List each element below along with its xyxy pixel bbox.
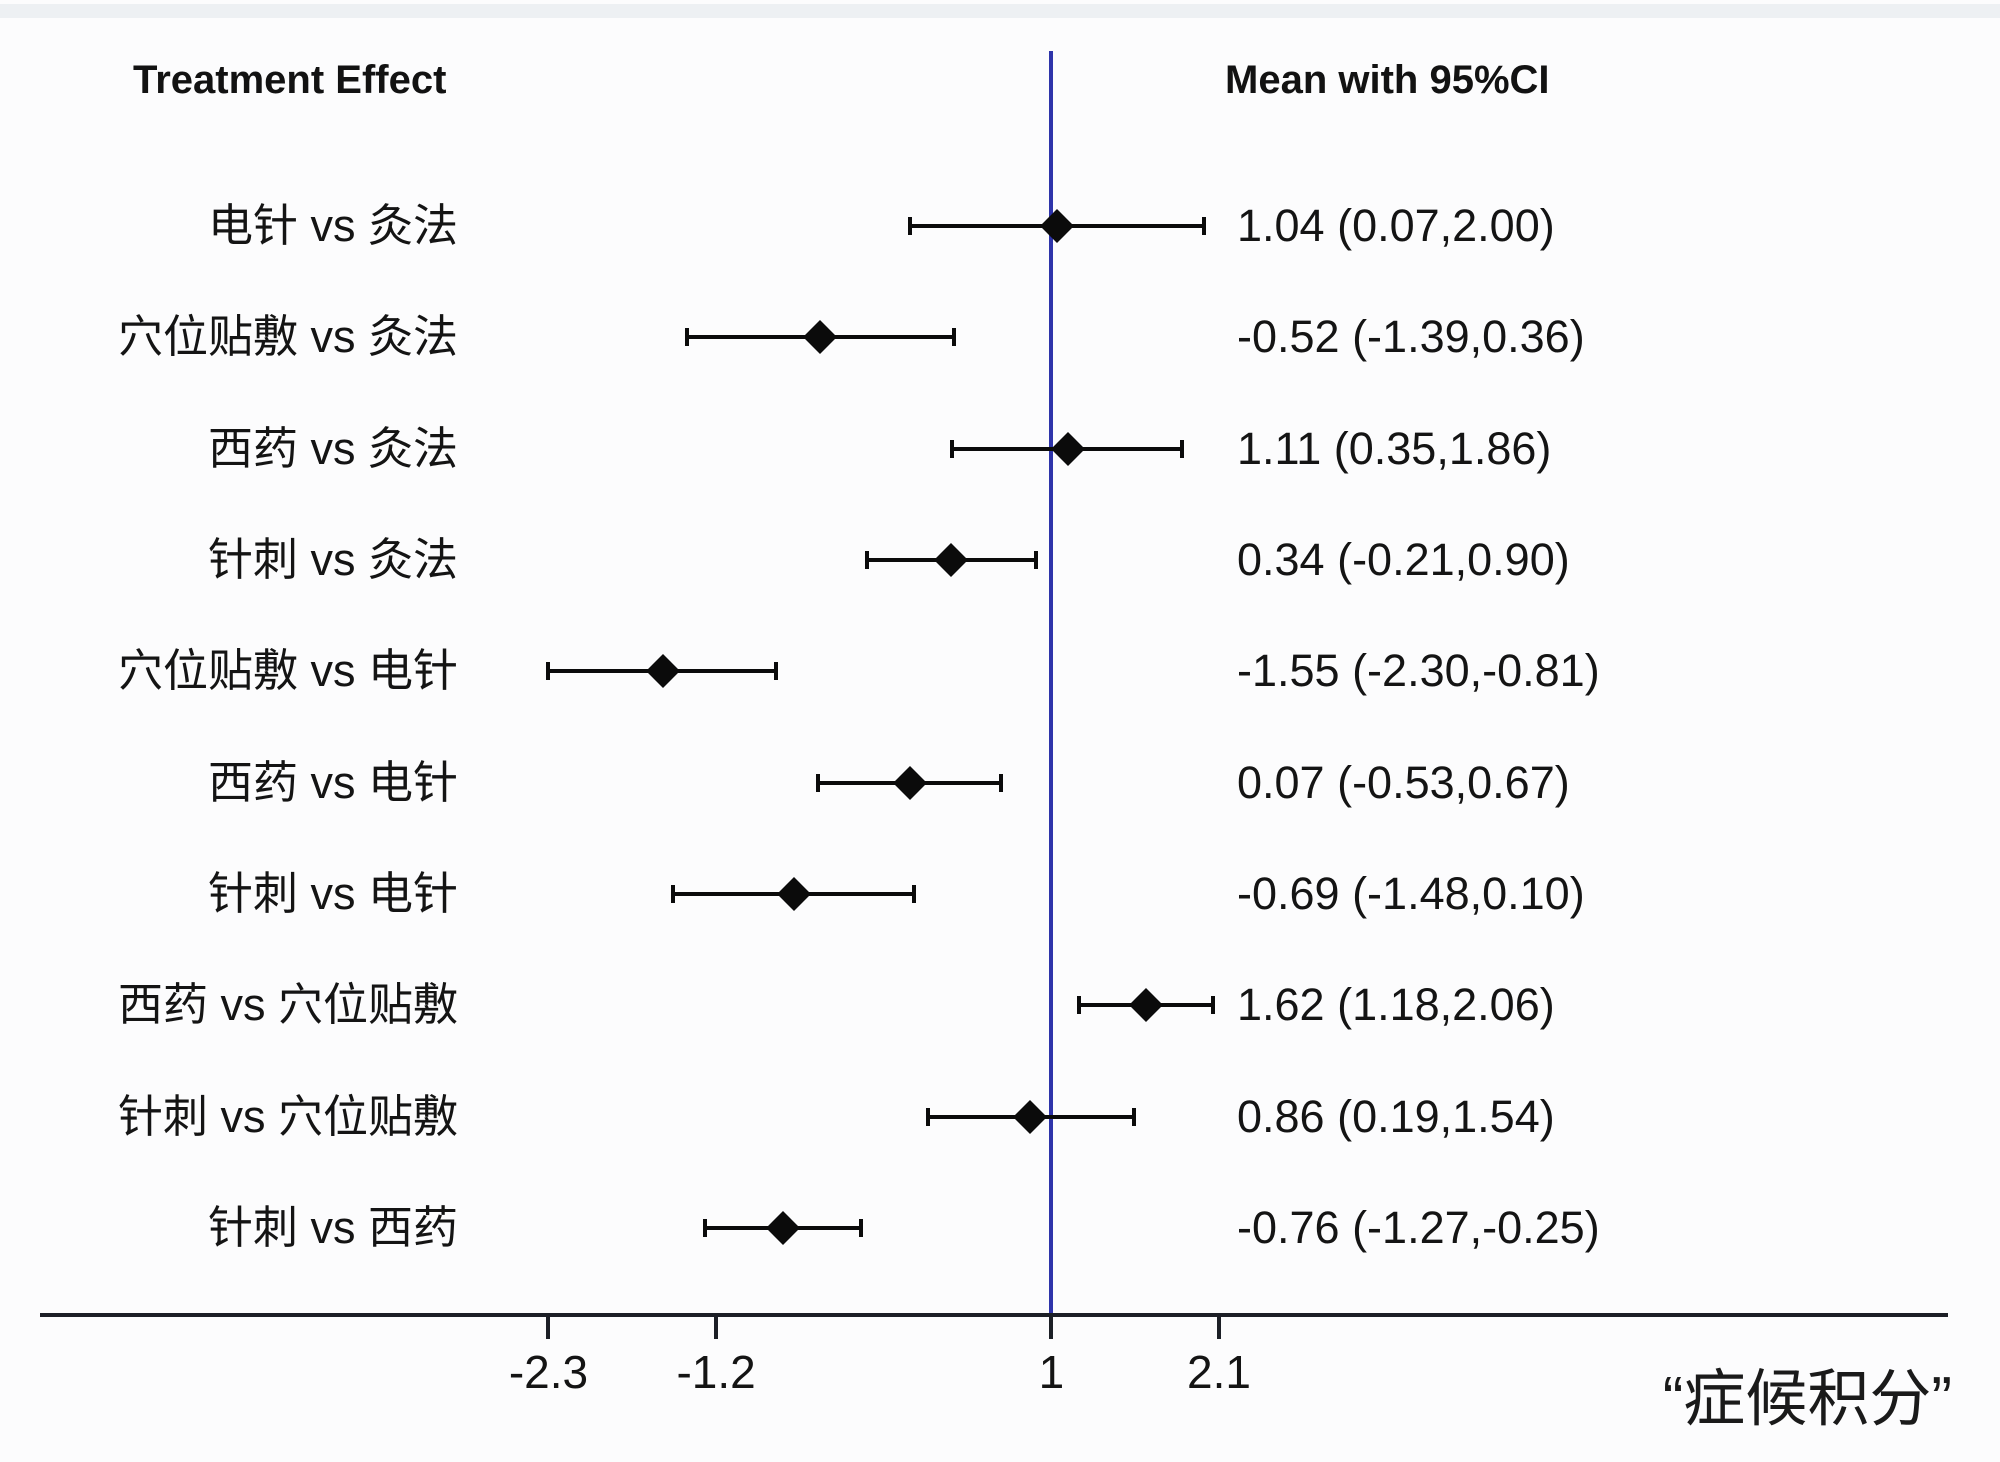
ci-cap-right [1034, 550, 1039, 569]
ci-cap-right [1131, 1107, 1136, 1126]
row-value: 0.34 (-0.21,0.90) [1237, 533, 1570, 585]
row-label: 穴位贴敷 vs 灸法 [117, 311, 458, 363]
ci-cap-right [912, 884, 917, 903]
ci-cap-left [546, 662, 551, 681]
mean-diamond [933, 543, 968, 577]
row-label: 西药 vs 电针 [207, 756, 458, 808]
mean-diamond [776, 876, 811, 911]
row-label: 针刺 vs 穴位贴敷 [117, 1090, 458, 1142]
row-label: 针刺 vs 电针 [207, 867, 458, 919]
right-column-header: Mean with 95%CI [1225, 58, 1550, 102]
x-axis-line [40, 1313, 1948, 1317]
ci-cap-left [685, 328, 690, 347]
row-label: 针刺 vs 西药 [207, 1201, 458, 1253]
ci-cap-left [671, 884, 676, 903]
x-axis-tick-label: 1 [1038, 1346, 1065, 1398]
ci-cap-left [864, 550, 869, 569]
ci-cap-right [1201, 217, 1206, 235]
ci-cap-left [907, 217, 912, 235]
x-axis-tick [546, 1317, 551, 1339]
x-axis-tick [1049, 1317, 1054, 1339]
x-axis-unit-label: “症候积分” [1662, 1365, 1952, 1434]
row-value: -0.69 (-1.48,0.10) [1237, 867, 1585, 919]
mean-diamond [1051, 431, 1086, 466]
ci-cap-left [703, 1218, 708, 1237]
left-column-header: Treatment Effect [133, 58, 447, 102]
mean-diamond [645, 654, 680, 689]
ci-cap-right [999, 773, 1004, 792]
row-value: -0.76 (-1.27,-0.25) [1237, 1201, 1600, 1253]
ci-cap-left [1076, 996, 1081, 1015]
row-label: 穴位贴敷 vs 电针 [117, 645, 458, 697]
ci-cap-right [773, 662, 778, 681]
row-value: 1.04 (0.07,2.00) [1237, 200, 1555, 251]
ci-cap-right [1180, 439, 1185, 458]
row-value: -0.52 (-1.39,0.36) [1237, 311, 1585, 363]
row-value: 0.86 (0.19,1.54) [1237, 1090, 1555, 1142]
mean-diamond [1013, 1099, 1048, 1134]
mean-diamond [1128, 988, 1163, 1023]
mean-diamond [892, 765, 927, 800]
row-label: 电针 vs 灸法 [207, 200, 458, 251]
mean-diamond [766, 1210, 801, 1245]
mean-diamond [1040, 209, 1075, 243]
row-value: 0.07 (-0.53,0.67) [1237, 756, 1570, 808]
mean-diamond [802, 320, 837, 355]
ci-cap-left [950, 439, 955, 458]
row-value: -1.55 (-2.30,-0.81) [1237, 645, 1600, 697]
x-axis-tick-label: 2.1 [1187, 1346, 1251, 1398]
x-axis-tick-label: -1.2 [676, 1346, 756, 1398]
x-axis-tick [1217, 1317, 1222, 1339]
ci-cap-left [816, 773, 821, 792]
ci-cap-right [1210, 996, 1215, 1015]
row-value: 1.11 (0.35,1.86) [1237, 422, 1552, 474]
reference-line [1049, 51, 1054, 1317]
row-label: 西药 vs 灸法 [207, 422, 458, 474]
x-axis-tick-label: -2.3 [508, 1346, 589, 1398]
row-label: 针刺 vs 灸法 [207, 533, 458, 585]
row-label: 西药 vs 穴位贴敷 [117, 979, 458, 1031]
scan-artifact-band [0, 4, 2000, 18]
ci-cap-right [951, 328, 956, 347]
x-axis-tick [714, 1317, 719, 1339]
row-value: 1.62 (1.18,2.06) [1237, 979, 1555, 1031]
ci-cap-left [925, 1107, 930, 1126]
ci-cap-right [858, 1218, 863, 1237]
